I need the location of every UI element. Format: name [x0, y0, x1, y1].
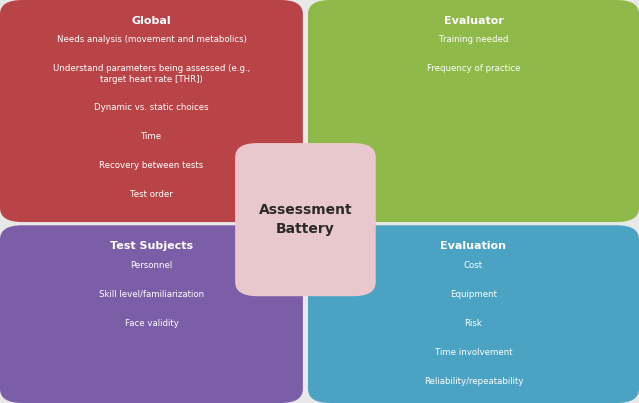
Text: Dynamic vs. static choices: Dynamic vs. static choices [94, 103, 209, 112]
Text: Time involvement: Time involvement [435, 348, 512, 357]
Text: Reliability/repeatability: Reliability/repeatability [424, 377, 523, 386]
Text: Needs analysis (movement and metabolics): Needs analysis (movement and metabolics) [56, 35, 247, 44]
Text: Test order: Test order [130, 190, 173, 199]
Text: Risk: Risk [465, 319, 482, 328]
Text: Skill level/familiarization: Skill level/familiarization [99, 290, 204, 299]
FancyBboxPatch shape [0, 225, 303, 403]
Text: Evaluator: Evaluator [443, 16, 504, 26]
FancyBboxPatch shape [308, 0, 639, 222]
Text: Global: Global [132, 16, 171, 26]
Text: Frequency of practice: Frequency of practice [427, 64, 520, 73]
FancyBboxPatch shape [308, 225, 639, 403]
Text: Personnel: Personnel [130, 261, 173, 270]
Text: Understand parameters being assessed (e.g.,
target heart rate [THR]): Understand parameters being assessed (e.… [53, 64, 250, 84]
FancyBboxPatch shape [235, 143, 376, 296]
Text: Evaluation: Evaluation [440, 241, 507, 251]
Text: Cost: Cost [464, 261, 483, 270]
Text: Training needed: Training needed [439, 35, 508, 44]
Text: Equipment: Equipment [450, 290, 497, 299]
Text: Test Subjects: Test Subjects [110, 241, 193, 251]
Text: Face validity: Face validity [125, 319, 178, 328]
Text: Time: Time [141, 132, 162, 141]
Text: Assessment
Battery: Assessment Battery [259, 203, 352, 237]
Text: Recovery between tests: Recovery between tests [99, 161, 204, 170]
FancyBboxPatch shape [0, 0, 303, 222]
